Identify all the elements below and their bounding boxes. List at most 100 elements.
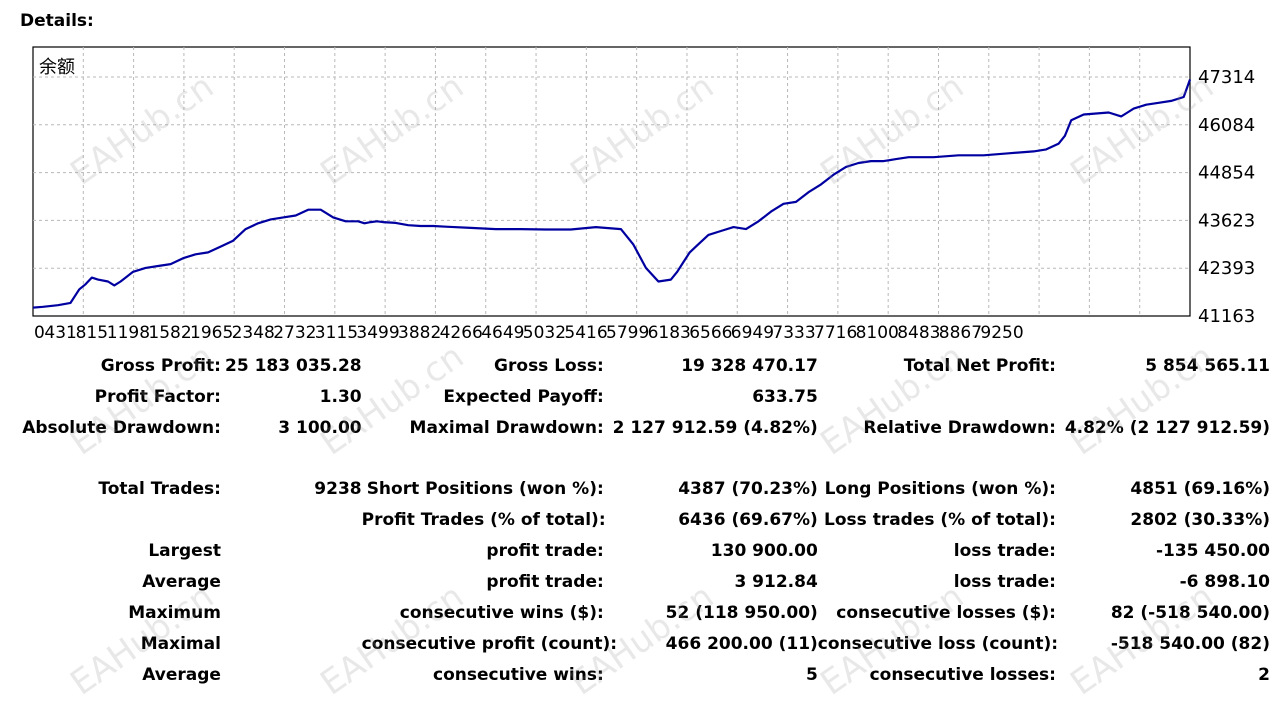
profit-factor-value: 1.30 bbox=[319, 386, 362, 407]
x-tick-label: 1582 bbox=[148, 323, 191, 343]
maximal-label: Maximal bbox=[140, 633, 221, 654]
short-positions-value: 4387 (70.23%) bbox=[678, 478, 818, 499]
average-loss-label: loss trade: bbox=[953, 571, 1056, 592]
profit-factor-label: Profit Factor: bbox=[94, 386, 221, 407]
long-positions-value: 4851 (69.16%) bbox=[1130, 478, 1270, 499]
stats-row: Maximum consecutive wins ($): 52 (118 95… bbox=[20, 597, 1270, 628]
x-axis-ticks: 0 431815119815821965234827323115349938824… bbox=[34, 323, 1024, 343]
stats-table: Gross Profit: 25 183 035.28 Gross Loss: … bbox=[20, 350, 1270, 690]
stats-row: Average consecutive wins: 5 consecutive … bbox=[20, 659, 1270, 690]
stats-row: Maximal consecutive profit (count): 466 … bbox=[20, 628, 1270, 659]
y-axis-ticks: 47314 46084 44854 43623 42393 41163 bbox=[1198, 67, 1255, 327]
y-tick-label: 43623 bbox=[1198, 210, 1255, 231]
gross-loss-value: 19 328 470.17 bbox=[681, 355, 818, 376]
x-tick-label: 8100 bbox=[856, 323, 899, 343]
x-tick-label: 8867 bbox=[939, 323, 982, 343]
maximal-drawdown-value: 2 127 912.59 (4.82%) bbox=[612, 417, 818, 438]
max-cons-wins-value: 52 (118 950.00) bbox=[665, 602, 818, 623]
balance-line bbox=[32, 79, 1192, 309]
loss-trades-value: 2802 (30.33%) bbox=[1130, 509, 1270, 530]
max-cons-losses-value: 82 (-518 540.00) bbox=[1110, 602, 1270, 623]
x-tick-label: 5032 bbox=[523, 323, 566, 343]
relative-drawdown-value: 4.82% (2 127 912.59) bbox=[1064, 417, 1270, 438]
absolute-drawdown-value: 3 100.00 bbox=[278, 417, 362, 438]
page-title: Details: bbox=[20, 11, 94, 31]
y-tick-label: 42393 bbox=[1198, 258, 1255, 279]
profit-trades-label: Profit Trades (% of total): bbox=[361, 509, 606, 530]
stats-row: Profit Factor: 1.30 Expected Payoff: 633… bbox=[20, 381, 1270, 412]
grid-vertical bbox=[82, 47, 1141, 316]
stats-row: Profit Trades (% of total): 6436 (69.67%… bbox=[20, 504, 1270, 535]
maximal-cons-profit-value: 466 200.00 (11) bbox=[665, 633, 818, 654]
y-tick-label: 44854 bbox=[1198, 163, 1255, 184]
largest-loss-value: -135 450.00 bbox=[1155, 540, 1270, 561]
x-tick-label: 3115 bbox=[315, 323, 358, 343]
x-tick-label: 1198 bbox=[107, 323, 150, 343]
maximal-cons-loss-value: -518 540.00 (82) bbox=[1110, 633, 1270, 654]
stats-row: Largest profit trade: 130 900.00 loss tr… bbox=[20, 535, 1270, 566]
total-net-profit-value: 5 854 565.11 bbox=[1145, 355, 1270, 376]
x-tick-label: 7333 bbox=[772, 323, 815, 343]
long-positions-label: Long Positions (won %): bbox=[824, 478, 1056, 499]
expected-payoff-label: Expected Payoff: bbox=[443, 386, 604, 407]
avg-cons-wins-label: consecutive wins: bbox=[433, 664, 604, 685]
x-tick-label: 5799 bbox=[606, 323, 649, 343]
x-tick-label: 7716 bbox=[814, 323, 857, 343]
x-tick-label: 2348 bbox=[232, 323, 275, 343]
relative-drawdown-label: Relative Drawdown: bbox=[863, 417, 1056, 438]
x-tick-label: 815 bbox=[76, 323, 108, 343]
largest-loss-label: loss trade: bbox=[953, 540, 1056, 561]
maximal-drawdown-label: Maximal Drawdown: bbox=[409, 417, 604, 438]
x-tick-label: 431 bbox=[44, 323, 76, 343]
short-positions-label: Short Positions (won %): bbox=[366, 478, 604, 499]
x-tick-label: 4266 bbox=[440, 323, 483, 343]
stats-row: Total Trades: 9238 Short Positions (won … bbox=[20, 473, 1270, 504]
x-tick-label: 0 bbox=[34, 323, 45, 343]
average-profit-label: profit trade: bbox=[486, 571, 604, 592]
y-tick-label: 41163 bbox=[1198, 306, 1255, 327]
total-net-profit-label: Total Net Profit: bbox=[903, 355, 1056, 376]
x-tick-label: 6949 bbox=[731, 323, 774, 343]
stats-row: Average profit trade: 3 912.84 loss trad… bbox=[20, 566, 1270, 597]
total-trades-label: Total Trades: bbox=[98, 478, 221, 499]
x-tick-label: 9250 bbox=[980, 323, 1023, 343]
x-tick-label: 3499 bbox=[356, 323, 399, 343]
maximal-cons-loss-label: consecutive loss (count): bbox=[817, 633, 1059, 654]
x-tick-label: 4649 bbox=[481, 323, 524, 343]
x-tick-label: 1965 bbox=[190, 323, 233, 343]
loss-trades-label: Loss trades (% of total): bbox=[824, 509, 1056, 530]
average2-label: Average bbox=[142, 664, 221, 685]
largest-label: Largest bbox=[148, 540, 221, 561]
gross-profit-label: Gross Profit: bbox=[100, 355, 221, 376]
largest-profit-value: 130 900.00 bbox=[710, 540, 818, 561]
largest-profit-label: profit trade: bbox=[486, 540, 604, 561]
average-label: Average bbox=[142, 571, 221, 592]
x-tick-label: 2732 bbox=[273, 323, 316, 343]
absolute-drawdown-label: Absolute Drawdown: bbox=[22, 417, 221, 438]
chart-title: 余额 bbox=[39, 57, 75, 78]
total-trades-value: 9238 bbox=[314, 478, 362, 499]
x-tick-label: 6566 bbox=[689, 323, 732, 343]
avg-cons-losses-value: 2 bbox=[1258, 664, 1270, 685]
stats-row: Absolute Drawdown: 3 100.00 Maximal Draw… bbox=[20, 412, 1270, 443]
expected-payoff-value: 633.75 bbox=[752, 386, 818, 407]
plot-area bbox=[32, 46, 1191, 317]
stats-row: Gross Profit: 25 183 035.28 Gross Loss: … bbox=[20, 350, 1270, 381]
average-profit-value: 3 912.84 bbox=[734, 571, 818, 592]
y-tick-label: 46084 bbox=[1198, 115, 1255, 136]
profit-trades-value: 6436 (69.67%) bbox=[678, 509, 818, 530]
x-tick-label: 6183 bbox=[648, 323, 691, 343]
avg-cons-wins-value: 5 bbox=[805, 664, 818, 685]
x-tick-label: 5416 bbox=[564, 323, 607, 343]
maximum-label: Maximum bbox=[128, 602, 221, 623]
maximal-cons-profit-label: consecutive profit (count): bbox=[361, 633, 618, 654]
gross-profit-value: 25 183 035.28 bbox=[225, 355, 362, 376]
x-tick-label: 8483 bbox=[897, 323, 940, 343]
gross-loss-label: Gross Loss: bbox=[494, 355, 604, 376]
average-loss-value: -6 898.10 bbox=[1179, 571, 1270, 592]
max-cons-wins-label: consecutive wins ($): bbox=[399, 602, 604, 623]
grid-horizontal bbox=[33, 76, 1190, 269]
x-tick-label: 3882 bbox=[398, 323, 441, 343]
avg-cons-losses-label: consecutive losses: bbox=[869, 664, 1056, 685]
